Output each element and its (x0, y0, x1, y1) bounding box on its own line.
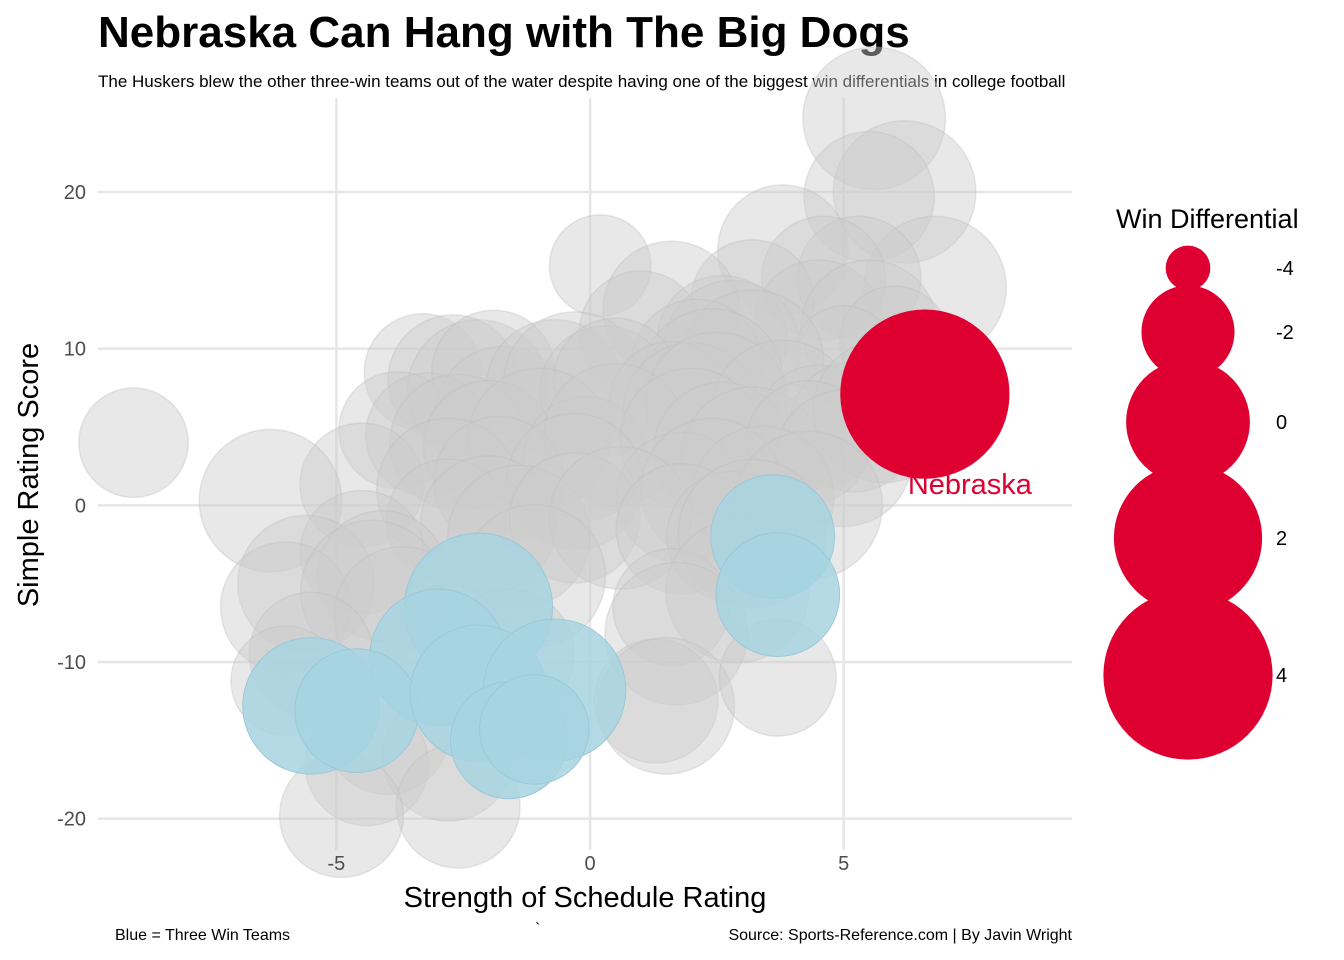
y-tick-label: 10 (64, 339, 86, 361)
bubble-other (760, 215, 887, 341)
bubble-other (539, 325, 672, 457)
legend-key (1141, 285, 1235, 379)
x-axis-label: Strength of Schedule Rating (404, 882, 767, 914)
bubble-other (502, 311, 647, 456)
bubble-other (639, 307, 784, 453)
x-tick-label: 0 (585, 853, 596, 875)
legend-key (1113, 463, 1263, 613)
caption-note: Blue = Three Win Teams (115, 927, 291, 944)
bubble-other (431, 309, 557, 435)
bubble-other (406, 318, 551, 463)
bubble-three-win (715, 532, 841, 658)
bubble-other (522, 395, 648, 521)
axes: -5 0 5 -20 -10 0 10 20 Strength of Schedule Rati… (13, 182, 849, 914)
bubble-nebraska (840, 309, 1010, 479)
x-tick-label: -5 (328, 853, 346, 875)
legend-key (1126, 360, 1250, 484)
bubble-other (485, 318, 624, 457)
bubble-other (434, 345, 573, 484)
label-nebraska: Nebraska (908, 469, 1033, 501)
bubble-other (832, 119, 977, 265)
bubble-other (387, 314, 520, 446)
bubble-other (656, 274, 788, 407)
bubble-other (548, 214, 652, 318)
bubble-other (578, 270, 704, 396)
legend-label: -4 (1276, 258, 1294, 280)
bubble-other (689, 239, 816, 365)
x-tick-label: 5 (838, 853, 849, 875)
bubble-other (803, 130, 935, 263)
bubble-other (543, 362, 688, 507)
legend-title: Win Differential (1116, 204, 1299, 234)
bubble-other (338, 370, 457, 490)
bubble-layer (78, 46, 1010, 879)
legend-label: 2 (1276, 528, 1287, 550)
bubble-other (198, 428, 343, 573)
bubble-other (608, 340, 734, 467)
bubble-other (422, 379, 555, 512)
legend-label: 4 (1276, 665, 1287, 687)
legend-key (1165, 245, 1211, 291)
bubble-other (299, 422, 425, 548)
y-tick-label: 0 (75, 495, 86, 517)
legend-label: -2 (1276, 322, 1294, 344)
bubble-other (78, 387, 190, 499)
y-axis-label: Simple Rating Score (13, 343, 45, 607)
chart-title: Nebraska Can Hang with The Big Dogs (98, 8, 910, 57)
bubble-other (622, 342, 761, 481)
bubble-other (365, 372, 491, 498)
legend: Win Differential -4 -2 0 2 4 (1103, 204, 1299, 760)
bubble-three-win (479, 674, 590, 785)
bubble-other (630, 298, 763, 431)
legend-key (1103, 590, 1273, 760)
bubble-other (680, 289, 825, 434)
bubble-other (619, 367, 764, 512)
bubble-other (663, 279, 802, 418)
caption-backtick: ` (535, 921, 541, 938)
caption-source: Source: Sports-Reference.com | By Javin … (728, 927, 1072, 944)
y-tick-label: 20 (64, 182, 86, 204)
bubble-other (644, 331, 789, 476)
bubble-other (363, 312, 482, 432)
bubble-other (467, 367, 612, 512)
chart-subtitle: The Huskers blew the other three-win tea… (98, 72, 1066, 91)
bubble-other (508, 451, 641, 584)
bubble-other (716, 184, 849, 316)
bubble-other (602, 240, 741, 379)
point-labels: Nebraska (908, 469, 1033, 501)
bubble-three-win (294, 648, 420, 773)
bubble-other (802, 46, 947, 191)
legend-label: 0 (1276, 412, 1287, 434)
bubble-other (389, 373, 528, 512)
y-tick-label: -10 (57, 652, 86, 674)
bubble-other (299, 489, 425, 615)
y-tick-label: -20 (57, 809, 86, 831)
bubble-other (552, 317, 679, 443)
bubble-other (505, 412, 644, 551)
bubble-other (548, 445, 693, 590)
bubble-other (796, 215, 922, 341)
